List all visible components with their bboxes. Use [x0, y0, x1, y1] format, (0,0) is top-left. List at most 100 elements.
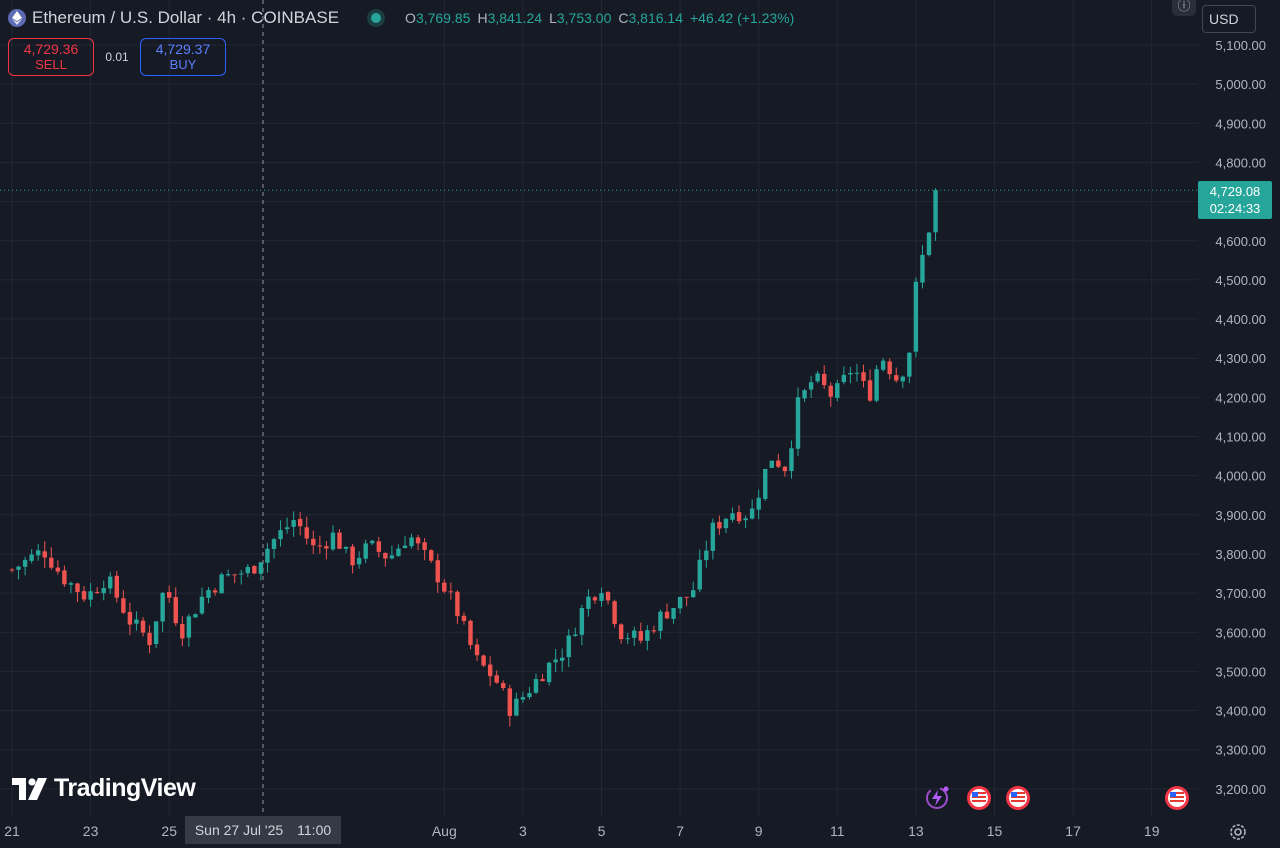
x-tick-label: Aug: [432, 823, 457, 839]
y-tick-label: 3,300.00: [1215, 743, 1266, 758]
candle-body: [625, 638, 630, 640]
candle-body: [173, 597, 178, 624]
info-icon[interactable]: ⓘ: [1172, 0, 1196, 16]
candle-body: [887, 361, 892, 375]
candle-body: [671, 607, 676, 619]
candle-body: [271, 539, 277, 549]
low-value: 3,753.00: [556, 10, 612, 26]
candle-body: [474, 644, 480, 656]
us-flag-event-icon[interactable]: [1164, 785, 1190, 811]
crosshair-date: Sun 27 Jul '25: [194, 822, 284, 838]
candle-body: [455, 591, 460, 617]
candle-body: [225, 574, 231, 576]
candle-body: [258, 562, 264, 574]
candle-body: [49, 557, 54, 568]
candle-body: [691, 590, 696, 598]
candle-body: [822, 373, 827, 386]
candle-body: [370, 540, 375, 544]
candle-body: [402, 545, 408, 549]
candle-body: [88, 591, 93, 600]
candle-body: [330, 532, 336, 550]
candle-body: [723, 518, 729, 529]
candle-body: [55, 567, 61, 572]
x-tick-label: 25: [161, 823, 177, 839]
candle-body: [389, 555, 395, 559]
candle-body: [317, 545, 323, 547]
y-tick-label: 5,000.00: [1215, 77, 1266, 92]
candle-body: [206, 590, 211, 598]
candle-body: [409, 537, 414, 547]
y-tick-label: 3,800.00: [1215, 547, 1266, 562]
candle-body: [828, 385, 833, 397]
candle-body: [730, 513, 735, 520]
x-tick-label: 23: [83, 823, 99, 839]
candle-body: [350, 546, 355, 566]
candle-body: [632, 630, 637, 638]
candle-body: [494, 675, 499, 683]
change-value: +46.42 (+1.23%): [689, 10, 795, 26]
x-tick-label: 9: [755, 823, 763, 839]
x-tick-label: 7: [676, 823, 684, 839]
candle-body: [599, 593, 604, 601]
candlestick-series: [9, 188, 938, 727]
candle-body: [501, 683, 506, 689]
candle-body: [566, 635, 571, 658]
y-tick-label: 4,200.00: [1215, 390, 1266, 405]
candle-body: [815, 373, 820, 382]
candle-body: [736, 512, 742, 522]
candle-body: [311, 538, 316, 546]
candle-body: [232, 574, 237, 576]
us-flag-event-icon[interactable]: [966, 785, 992, 811]
candle-body: [36, 550, 41, 556]
candle-body: [29, 554, 34, 561]
candle-body: [677, 596, 683, 609]
candle-body: [94, 591, 100, 593]
x-tick-label: 3: [519, 823, 527, 839]
tradingview-logo[interactable]: TradingView: [12, 774, 196, 803]
candle-body: [697, 559, 702, 590]
candle-body: [795, 397, 801, 449]
candle-body: [121, 598, 126, 613]
sell-button[interactable]: 4,729.36 SELL: [8, 38, 94, 76]
x-tick-label: 21: [4, 823, 20, 839]
candle-body: [651, 630, 657, 632]
us-flag-event-icon[interactable]: [1005, 785, 1031, 811]
candle-body: [160, 592, 165, 622]
spread-value: 0.01: [105, 50, 129, 64]
y-tick-label: 5,100.00: [1215, 38, 1266, 53]
buy-label: BUY: [169, 57, 197, 72]
candle-body: [396, 548, 401, 557]
candle-body: [579, 608, 585, 635]
candle-body: [324, 546, 329, 549]
candle-body: [429, 550, 434, 561]
candle-body: [114, 575, 119, 598]
open-value: 3,769.85: [415, 10, 471, 26]
candle-body: [442, 582, 447, 592]
flash-event-icon[interactable]: [924, 785, 950, 811]
y-tick-label: 3,700.00: [1215, 586, 1266, 601]
candle-body: [219, 574, 224, 594]
candle-body: [153, 621, 159, 645]
y-tick-label: 4,900.00: [1215, 116, 1266, 131]
candle-body: [618, 624, 624, 640]
y-tick-label: 4,800.00: [1215, 155, 1266, 170]
candle-body: [252, 566, 257, 574]
candle-body: [553, 659, 558, 663]
price-axis[interactable]: 5,100.005,000.004,900.004,800.004,700.00…: [1215, 38, 1266, 797]
symbol-title[interactable]: Ethereum / U.S. Dollar · 4h · COINBASE: [32, 8, 340, 27]
candle-body: [101, 588, 106, 594]
candle-body: [769, 460, 774, 468]
currency-selector[interactable]: USD: [1202, 5, 1256, 33]
settings-icon[interactable]: [1228, 822, 1248, 842]
y-tick-label: 3,600.00: [1215, 625, 1266, 640]
candle-body: [841, 374, 847, 383]
time-axis[interactable]: 21 23 25 Aug 3 5 7 9 11 13 15 17 19: [4, 823, 1159, 839]
y-tick-label: 4,600.00: [1215, 234, 1266, 249]
candle-body: [612, 601, 617, 624]
buy-button[interactable]: 4,729.37 BUY: [140, 38, 226, 76]
candle-body: [704, 550, 709, 561]
candle-body: [383, 552, 388, 559]
candle-body: [415, 537, 421, 544]
y-tick-label: 4,400.00: [1215, 312, 1266, 327]
